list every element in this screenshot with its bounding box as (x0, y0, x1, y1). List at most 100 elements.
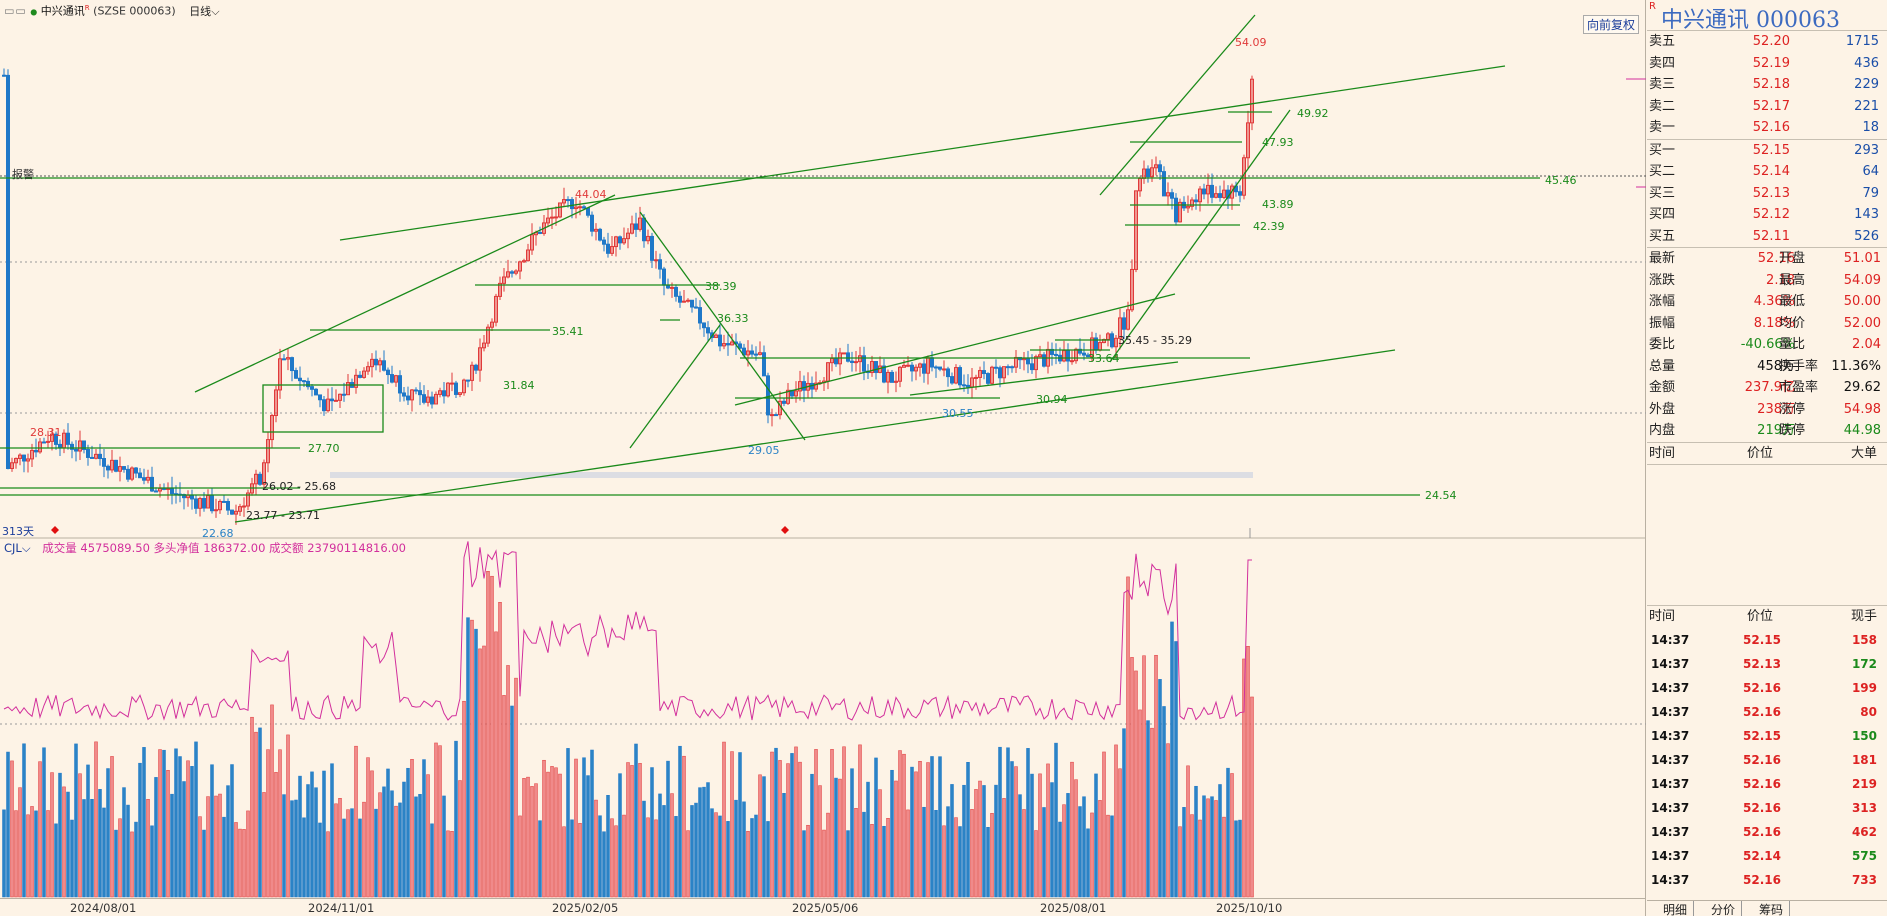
candle-body (2, 74, 6, 77)
volume-bar (150, 825, 154, 898)
tick-row[interactable]: 14:37 52.13 172 (1647, 652, 1887, 676)
period-select[interactable]: 日线⌵ (189, 5, 219, 18)
candle-body (194, 498, 198, 509)
candle-body (270, 415, 274, 441)
volume-bar (994, 784, 998, 898)
tab-detail[interactable]: 明细 (1657, 901, 1695, 916)
volume-bar (814, 749, 818, 898)
bid-row[interactable]: 买二 52.14 64 (1647, 161, 1887, 183)
tick-volume: 462 (1851, 824, 1877, 839)
volume-bar (370, 770, 374, 898)
ask-row[interactable]: 卖一 52.16 18 (1647, 117, 1887, 139)
candle-body (910, 364, 914, 372)
bid-row[interactable]: 买五 52.11 526 (1647, 226, 1887, 248)
candle-body (502, 276, 506, 284)
tick-time: 14:37 (1651, 680, 1690, 695)
volume-bar (1030, 773, 1034, 898)
tick-row[interactable]: 14:37 52.16 462 (1647, 820, 1887, 844)
volume-bar (970, 809, 974, 898)
alarm-line-label: 报警 (12, 168, 34, 181)
tick-row[interactable]: 14:37 52.16 313 (1647, 796, 1887, 820)
volume-bar (950, 784, 954, 898)
volume-bar (714, 812, 718, 898)
tab-chips[interactable]: 筹码 (1753, 901, 1791, 916)
tick-row[interactable]: 14:37 52.16 199 (1647, 676, 1887, 700)
volume-bar (286, 734, 290, 898)
tick-time: 14:37 (1651, 848, 1690, 863)
candlestick-chart[interactable]: 54.09 49.92 47.93 45.46 44.04 43.89 42.39 38.39… (0, 0, 1646, 898)
volume-bar (1022, 809, 1026, 898)
tick-row[interactable]: 14:37 52.16 80 (1647, 700, 1887, 724)
date-label: 2025/02/05 (552, 901, 619, 915)
volume-bar (1110, 815, 1114, 898)
volume-bar (650, 767, 654, 898)
volume-bar (546, 771, 550, 898)
tick-price: 52.16 (1743, 800, 1781, 815)
candle-body (450, 382, 454, 385)
volume-bar (570, 819, 574, 898)
window-icon[interactable]: ▭▭ (4, 4, 27, 18)
ask-row[interactable]: 卖四 52.19 436 (1647, 53, 1887, 75)
bid-qty: 64 (1862, 164, 1879, 179)
candle-body (470, 364, 474, 381)
ask-book: 卖五 52.20 1715 卖四 52.19 436 卖三 52.18 229 卖二 52.1… (1647, 31, 1887, 140)
big-order-list[interactable] (1647, 465, 1887, 606)
volume-bar (982, 785, 986, 898)
tick-row[interactable]: 14:37 52.16 181 (1647, 748, 1887, 772)
volume-bar (654, 819, 658, 898)
event-diamond-icon (781, 526, 789, 534)
ask-row[interactable]: 卖三 52.18 229 (1647, 74, 1887, 96)
volume-bar (6, 751, 10, 898)
indicator-select[interactable]: CJL⌵ (4, 541, 31, 555)
volume-bar (490, 575, 494, 898)
volume-bar (110, 756, 114, 898)
tick-row[interactable]: 14:37 52.14 575 (1647, 844, 1887, 868)
tab-price-dist[interactable]: 分价 (1705, 901, 1743, 916)
volume-bar (290, 800, 294, 898)
candle-body (1186, 205, 1190, 209)
volume-bar (22, 743, 26, 898)
tick-row[interactable]: 14:37 52.16 733 (1647, 868, 1887, 892)
volume-bar (350, 808, 354, 898)
candle-body (858, 355, 862, 363)
volume-bar (178, 756, 182, 898)
candle-body (762, 352, 766, 377)
ask-row[interactable]: 卖五 52.20 1715 (1647, 31, 1887, 53)
volume-bar (158, 749, 162, 898)
candle-body (854, 361, 858, 364)
candle-body (246, 492, 250, 507)
candle-body (510, 271, 514, 274)
bid-row[interactable]: 买三 52.13 79 (1647, 183, 1887, 205)
candle-body (918, 363, 922, 368)
kline-chart-area[interactable]: ▭▭ ● 中兴通讯R (SZSE 000063) 日线⌵ 向前复权 54.09 4… (0, 0, 1646, 916)
tick-list[interactable]: 14:37 52.15 158 14:37 52.13 172 14:37 52.16 199 1… (1647, 628, 1887, 892)
volume-bar (358, 818, 362, 898)
tick-price: 52.16 (1743, 824, 1781, 839)
tick-price: 52.13 (1743, 656, 1781, 671)
volume-bar (474, 628, 478, 898)
tick-volume: 150 (1851, 728, 1877, 743)
volume-bar (630, 765, 634, 898)
volume-bar (710, 808, 714, 898)
tick-row[interactable]: 14:37 52.15 158 (1647, 628, 1887, 652)
bid-row[interactable]: 买四 52.12 143 (1647, 204, 1887, 226)
bid-row[interactable]: 买一 52.15 293 (1647, 140, 1887, 162)
tick-row[interactable]: 14:37 52.16 219 (1647, 772, 1887, 796)
volume-bar (818, 785, 822, 898)
volume-bar (1078, 806, 1082, 898)
adjust-mode-button[interactable]: 向前复权 (1582, 15, 1639, 34)
chart-title-bar: ▭▭ ● 中兴通讯R (SZSE 000063) 日线⌵ (0, 0, 1646, 18)
volume-bar (1142, 655, 1146, 898)
candle-body (662, 268, 666, 286)
volume-bar (1026, 748, 1030, 898)
tick-row[interactable]: 14:37 52.15 150 (1647, 724, 1887, 748)
candle-body (1198, 188, 1202, 203)
stat-value: 238万 (1757, 401, 1795, 417)
volume-bar (758, 774, 762, 898)
volume-bar (998, 746, 1002, 898)
ask-row[interactable]: 卖二 52.17 221 (1647, 96, 1887, 118)
candle-body (934, 366, 938, 369)
volume-bar (942, 825, 946, 898)
stat-label: 最新 (1649, 251, 1676, 266)
volume-bar (298, 775, 302, 898)
